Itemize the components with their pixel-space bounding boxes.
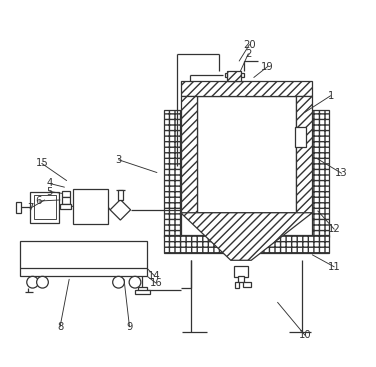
Bar (241, 73, 244, 77)
Bar (181, 81, 312, 96)
Text: 6: 6 (36, 196, 42, 206)
Text: 4: 4 (47, 178, 53, 189)
Bar (234, 266, 248, 277)
Bar (135, 290, 150, 294)
Text: 1: 1 (327, 91, 334, 101)
Bar (296, 127, 306, 147)
Text: 20: 20 (243, 40, 256, 50)
Polygon shape (197, 213, 296, 254)
Polygon shape (110, 200, 130, 220)
Text: 8: 8 (57, 322, 63, 332)
Text: 12: 12 (328, 224, 341, 234)
Text: 13: 13 (335, 168, 348, 178)
Circle shape (27, 276, 38, 288)
Bar (243, 282, 251, 287)
Bar (312, 110, 329, 236)
Bar (30, 192, 59, 223)
Bar (73, 189, 108, 224)
Bar (164, 110, 181, 236)
Bar (118, 190, 123, 200)
Bar (224, 73, 227, 77)
Bar (197, 96, 296, 213)
Bar (227, 71, 241, 81)
Bar (62, 197, 70, 204)
Circle shape (36, 276, 49, 288)
Bar (164, 235, 329, 253)
Bar (60, 204, 71, 209)
Text: 19: 19 (261, 62, 274, 72)
Bar (235, 282, 239, 288)
Text: 11: 11 (328, 262, 341, 272)
Bar (238, 276, 244, 282)
Bar (20, 241, 147, 276)
Circle shape (129, 276, 141, 288)
Text: 2: 2 (245, 49, 252, 59)
Text: 15: 15 (35, 159, 48, 168)
Circle shape (113, 276, 124, 288)
Bar (34, 195, 56, 219)
Bar (296, 96, 312, 213)
Text: 14: 14 (148, 270, 161, 281)
Bar (62, 191, 70, 197)
Text: 7: 7 (27, 203, 33, 213)
Text: 16: 16 (149, 278, 162, 288)
Text: 3: 3 (115, 155, 122, 165)
Polygon shape (181, 213, 312, 260)
Text: 5: 5 (47, 186, 53, 197)
Bar (16, 201, 21, 212)
Text: 9: 9 (126, 322, 133, 332)
Bar (138, 287, 147, 291)
Bar (181, 96, 197, 213)
Text: 10: 10 (299, 330, 311, 340)
